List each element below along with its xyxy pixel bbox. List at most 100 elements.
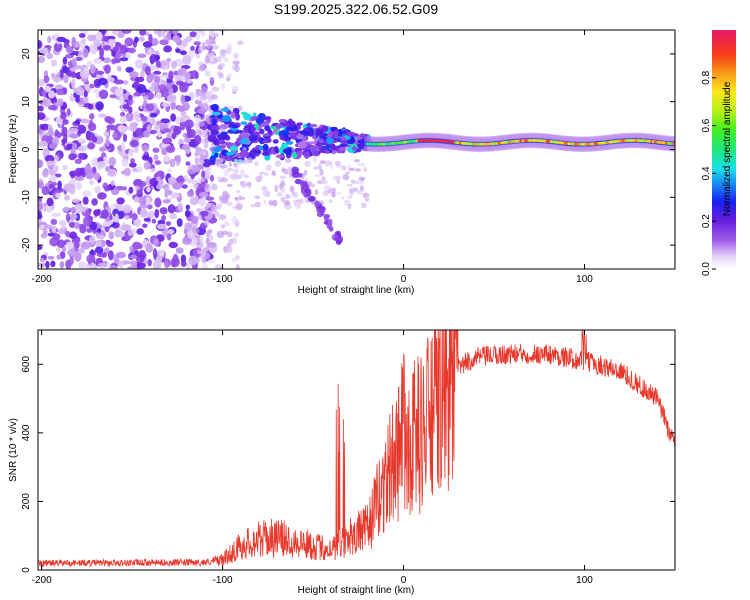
spectrogram-cell <box>48 183 55 189</box>
spectrogram-cell <box>118 95 124 105</box>
spectrogram-cell <box>158 84 166 90</box>
spectrogram-cell <box>212 111 221 116</box>
spectrogram-cell <box>108 156 117 167</box>
spectrogram-cell <box>207 242 217 248</box>
spectrogram-cell <box>97 227 102 233</box>
spectrogram-cell <box>339 147 347 152</box>
spectrogram-cell <box>98 113 107 118</box>
spectrogram-cell <box>235 113 241 121</box>
spectrogram-cell <box>55 88 65 96</box>
spectrogram-cell <box>346 164 351 169</box>
spectrogram-cell <box>208 258 216 264</box>
x-tick-label: 0 <box>401 274 407 285</box>
spectrogram-cell <box>200 249 206 258</box>
spectrogram-cell <box>254 201 261 208</box>
spectrogram-cell <box>105 137 110 148</box>
spectrogram-cell <box>56 254 62 260</box>
spectrogram-cell <box>139 208 148 218</box>
spectrogram-cell <box>224 245 233 253</box>
spectrogram-cell <box>164 259 170 269</box>
spectrogram-cell <box>274 185 278 193</box>
spectrogram-cell <box>210 205 217 213</box>
spectrogram-cell <box>74 120 80 125</box>
spectrogram-cell <box>119 57 129 62</box>
spectrogram-cell <box>108 231 115 240</box>
spectrogram-cell <box>38 213 43 220</box>
spectrogram-cell <box>204 205 209 210</box>
spectrogram-cell <box>122 186 127 191</box>
spectrogram-cell <box>142 130 151 138</box>
spectrogram-cell <box>128 186 134 194</box>
spectrogram-cell <box>133 196 140 203</box>
spectrogram-cell <box>196 207 201 213</box>
snr-x-label: Height of straight line (km) <box>298 585 415 596</box>
spectrogram-cell <box>116 197 125 205</box>
spectrogram-cell <box>203 101 209 109</box>
spectrogram-cell <box>99 47 105 58</box>
spectrogram-cell <box>322 145 333 149</box>
spectrogram-cell <box>68 127 79 133</box>
spectrogram-cell <box>38 203 43 211</box>
spectrogram-cell <box>108 250 114 261</box>
spectrogram-cell <box>221 114 232 122</box>
spectrogram-cell <box>41 97 51 108</box>
spectrogram-cell <box>242 159 249 165</box>
spectrogram-cell <box>82 190 92 198</box>
spectrogram-cell <box>177 69 183 76</box>
spectrogram-cell <box>328 199 333 204</box>
spectrogram-cell <box>168 241 178 249</box>
spectrogram-cell <box>671 142 675 146</box>
spectrogram-cell <box>213 107 219 112</box>
spectrogram-cell <box>68 222 76 228</box>
spectrogram-cell <box>129 122 138 132</box>
x-tick-label: 100 <box>576 575 593 586</box>
spectrogram-cell <box>62 206 70 212</box>
spectrogram-cell <box>226 201 233 206</box>
spectrogram-cell <box>199 154 206 161</box>
spectrogram-cell <box>322 179 328 185</box>
spectrogram-cell <box>219 203 223 207</box>
spectrogram-cell <box>204 69 211 77</box>
spectrogram-cell <box>121 30 132 34</box>
spectrogram-cell <box>128 94 133 100</box>
x-tick-label: -100 <box>213 575 233 586</box>
spectrogram-cell <box>82 196 89 205</box>
spectrogram-cell <box>272 199 278 207</box>
spectrogram-cell <box>71 36 76 46</box>
spectrogram-cell <box>167 176 177 184</box>
spectrogram-cell <box>307 129 315 137</box>
spectrogram-cell <box>149 112 158 118</box>
spectrogram-cell <box>138 196 147 205</box>
spectrogram-cell <box>217 175 221 181</box>
spectrogram-cell <box>201 170 206 180</box>
spectrogram-cell <box>254 160 259 167</box>
spectrogram-cell <box>343 200 350 203</box>
spectrogram-cell <box>127 47 136 54</box>
spectrogram-cell <box>75 181 82 191</box>
spectrogram-cell <box>296 150 304 156</box>
spectrogram-cell <box>196 129 203 136</box>
spectrogram-cell <box>205 175 210 180</box>
spectrogram-cell <box>232 52 239 60</box>
spectrogram-cell <box>106 117 116 124</box>
spectrogram-cell <box>234 64 240 73</box>
spectrogram-cell <box>119 116 127 123</box>
spectrogram-cell <box>122 104 130 110</box>
spectrogram-cell <box>92 57 102 65</box>
spectrogram-cell <box>116 251 126 259</box>
spectrogram-cell <box>321 176 326 181</box>
spectrogram-cell <box>195 53 201 59</box>
spectrogram-cell <box>89 262 96 269</box>
spectrogram-cell <box>214 264 223 269</box>
spectrogram-cell <box>170 113 177 122</box>
spectrogram-cell <box>207 229 213 234</box>
spectrogram-cell <box>282 148 289 154</box>
spectrogram-cell <box>75 96 80 103</box>
spectrogram-cell <box>226 183 233 188</box>
spectrogram-cell <box>195 90 200 98</box>
spectrogram-cell <box>86 228 93 233</box>
spectrogram-cell <box>181 143 191 151</box>
spectrogram-cell <box>86 254 96 264</box>
spectrogram-cell <box>50 59 58 67</box>
spectrogram-cell <box>55 247 61 253</box>
